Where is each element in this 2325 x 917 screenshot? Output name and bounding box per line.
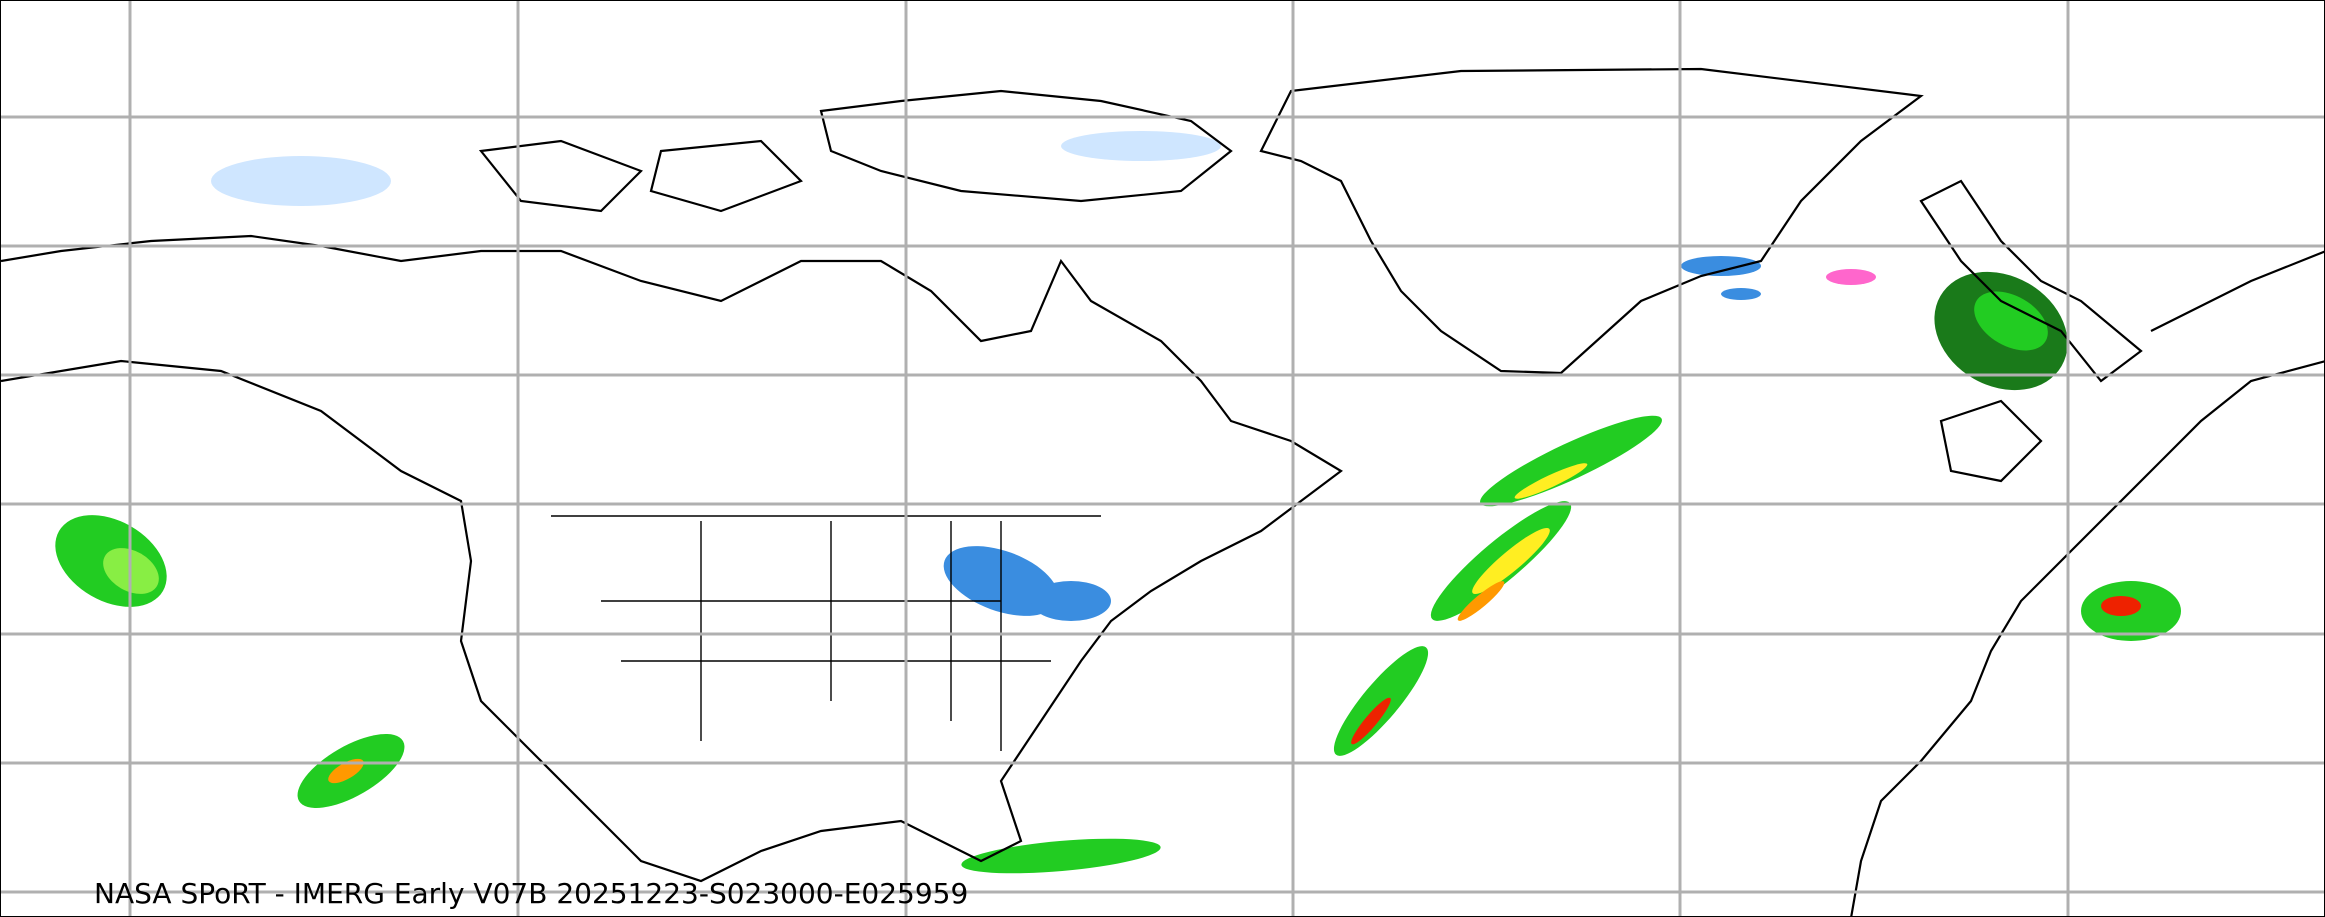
precipitation-area [1826,269,1876,285]
coastline-greenland [1259,67,1924,375]
map-caption: NASA SPoRT - IMERG Early V07B 20251223-S… [94,877,969,910]
precipitation-area [1333,646,1429,756]
coastline-arctic-islands [478,89,1233,213]
precipitation-area [1061,131,1221,161]
precipitation-area [1681,256,1761,276]
coastline-north-america [1,234,1343,883]
precipitation-area [1472,527,1550,595]
precipitation-area [1031,581,1111,621]
state-borders [551,515,1101,751]
precipitation-area [2101,596,2141,616]
precipitation-area [1721,288,1761,300]
precipitation-area [961,838,1161,874]
precipitation-area [1480,415,1662,507]
precipitation-area [211,156,391,206]
coastlines-layer [1,67,2324,916]
precipitation-area [1974,291,2048,351]
precipitation-area [1351,697,1391,745]
precipitation-area [1514,463,1588,499]
precipitation-area [328,758,364,784]
precipitation-area [1457,581,1505,621]
coastline-europe-africa [1850,179,2324,916]
